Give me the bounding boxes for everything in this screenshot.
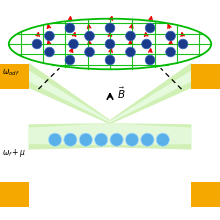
Circle shape xyxy=(65,55,75,65)
Polygon shape xyxy=(29,123,110,145)
Polygon shape xyxy=(110,123,191,150)
Circle shape xyxy=(156,133,169,146)
Circle shape xyxy=(95,133,108,146)
Circle shape xyxy=(85,47,94,57)
Bar xyxy=(191,64,220,89)
Circle shape xyxy=(105,39,115,49)
Text: $\omega_f + \mu$: $\omega_f + \mu$ xyxy=(2,147,27,159)
Circle shape xyxy=(178,39,188,49)
Circle shape xyxy=(105,23,115,33)
Circle shape xyxy=(141,133,154,146)
Bar xyxy=(0,64,29,89)
Circle shape xyxy=(126,47,135,57)
Circle shape xyxy=(79,133,92,146)
Polygon shape xyxy=(110,123,191,145)
Circle shape xyxy=(142,39,151,49)
Circle shape xyxy=(69,39,78,49)
Circle shape xyxy=(85,31,94,41)
Polygon shape xyxy=(29,123,110,150)
Circle shape xyxy=(45,31,54,41)
Circle shape xyxy=(64,133,77,146)
Circle shape xyxy=(145,55,155,65)
Circle shape xyxy=(110,133,123,146)
Bar xyxy=(191,182,220,207)
Polygon shape xyxy=(29,63,110,124)
Text: $\vec{B}$: $\vec{B}$ xyxy=(117,86,125,101)
Polygon shape xyxy=(29,70,110,123)
Circle shape xyxy=(125,133,139,146)
Polygon shape xyxy=(110,70,191,123)
Circle shape xyxy=(166,31,175,41)
Circle shape xyxy=(105,55,115,65)
Text: $\omega_{odf}$: $\omega_{odf}$ xyxy=(2,68,20,78)
Circle shape xyxy=(166,47,175,57)
Circle shape xyxy=(126,31,135,41)
Circle shape xyxy=(45,47,54,57)
Circle shape xyxy=(65,23,75,33)
Circle shape xyxy=(48,133,62,146)
Circle shape xyxy=(32,39,42,49)
Bar xyxy=(0,182,29,207)
Polygon shape xyxy=(110,63,191,124)
Circle shape xyxy=(145,23,155,33)
